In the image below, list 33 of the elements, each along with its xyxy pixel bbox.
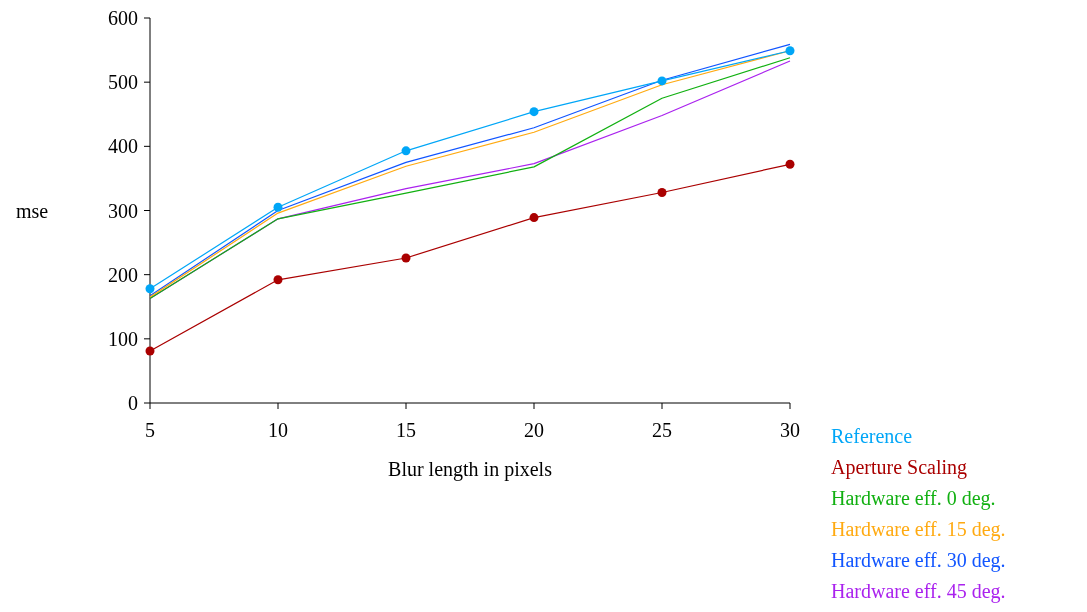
point (529, 107, 539, 117)
point (145, 346, 155, 356)
point (529, 213, 539, 223)
x-axis-title: Blur length in pixels (388, 458, 553, 481)
text: Aperture Scaling (831, 456, 968, 479)
x-tick-label: 25 (652, 419, 672, 441)
x-tick-label: 15 (396, 419, 416, 441)
y-tick-label: 300 (108, 199, 138, 222)
x-tick-label: 20 (524, 419, 544, 441)
y-axis-title: mse (15, 199, 49, 222)
y-tick-label: 500 (108, 71, 138, 94)
y-tick-label: 400 (108, 135, 138, 158)
y-tick-label: 600 (108, 7, 138, 29)
y-tick-label: 200 (108, 263, 138, 286)
point (273, 275, 283, 285)
point (785, 46, 795, 56)
y-tick-label: 100 (108, 327, 138, 350)
point (785, 159, 795, 169)
point (657, 76, 667, 86)
x-tick-label: 30 (780, 419, 800, 441)
point (657, 188, 667, 198)
point (401, 253, 411, 263)
text: Hardware eff. 15 deg. (831, 518, 1006, 541)
y-tick-label: 0 (128, 392, 138, 414)
text: Hardware eff. 0 deg. (831, 487, 996, 510)
point (145, 284, 155, 294)
text: Reference (831, 425, 913, 447)
point (401, 146, 411, 156)
text: Hardware eff. 30 deg. (831, 549, 1006, 572)
point (273, 202, 283, 212)
x-tick-label: 5 (145, 419, 155, 441)
text: Hardware eff. 45 deg. (831, 580, 1006, 603)
x-tick-label: 10 (268, 419, 288, 441)
